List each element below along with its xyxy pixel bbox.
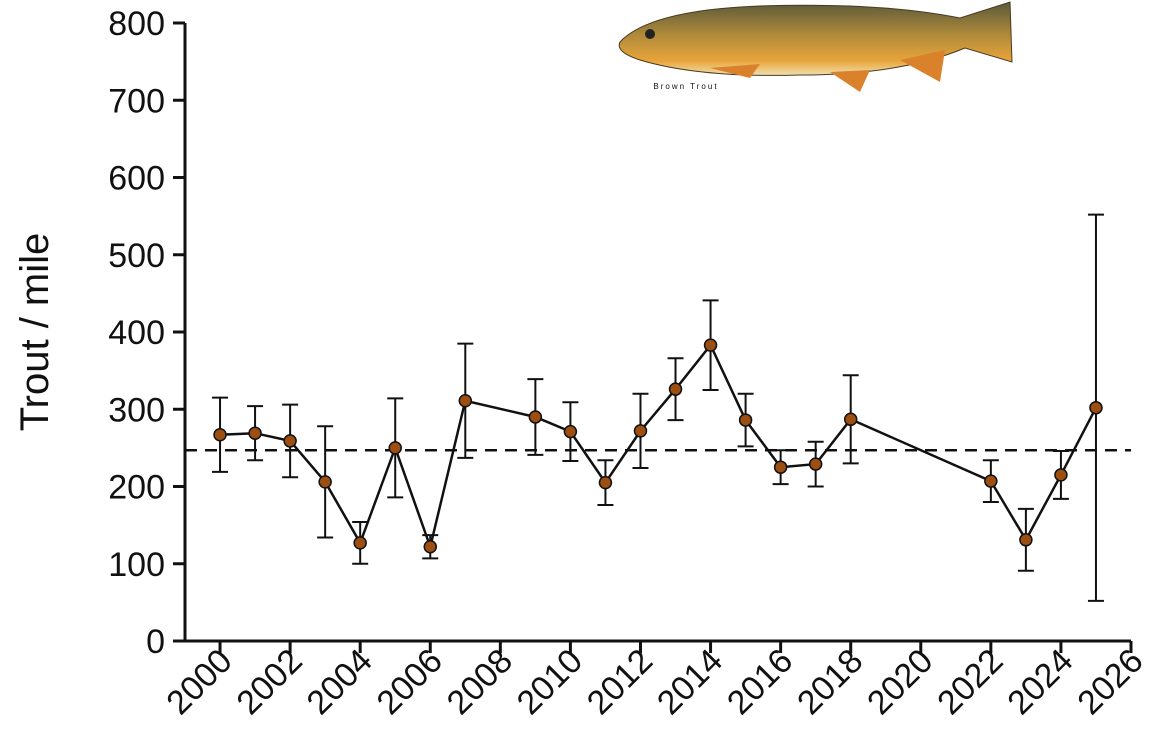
x-tick-label: 2022 xyxy=(930,642,1010,722)
x-tick-label: 2024 xyxy=(1000,642,1080,722)
y-tick-label: 400 xyxy=(108,314,165,352)
data-point xyxy=(703,338,718,352)
data-point xyxy=(808,457,823,471)
data-point xyxy=(1019,533,1033,547)
y-axis-title: Trout / mile xyxy=(13,233,57,432)
data-point xyxy=(318,475,332,489)
data-line xyxy=(219,342,1098,552)
data-point xyxy=(668,382,683,396)
image-caption: Brown Trout xyxy=(653,82,718,91)
data-point xyxy=(843,412,858,427)
data-point xyxy=(598,475,613,490)
fish-illustration: Brown Trout xyxy=(618,1,1013,92)
y-tick-label: 300 xyxy=(108,391,165,429)
y-tick-label: 600 xyxy=(108,160,165,198)
data-point xyxy=(353,536,367,550)
data-point xyxy=(984,474,998,488)
x-tick-label: 2002 xyxy=(229,642,309,722)
data-point xyxy=(458,394,473,408)
y-tick-label: 100 xyxy=(108,546,165,584)
data-point xyxy=(283,434,297,448)
data-point xyxy=(213,427,227,442)
y-tick-label: 800 xyxy=(108,5,165,43)
x-tick-label: 2010 xyxy=(510,642,590,722)
x-tick-label: 2008 xyxy=(440,642,520,722)
x-tick-label: 2016 xyxy=(720,642,800,722)
data-point xyxy=(773,460,788,474)
y-tick-label: 500 xyxy=(108,237,165,275)
data-point xyxy=(738,413,753,427)
data-point xyxy=(633,424,648,438)
data-point xyxy=(423,540,438,554)
x-tick-label: 2012 xyxy=(580,642,660,722)
data-point xyxy=(563,424,578,439)
x-tick-label: 2018 xyxy=(790,642,870,722)
y-tick-label: 0 xyxy=(146,623,165,661)
x-tick-label: 2020 xyxy=(860,642,940,722)
data-point xyxy=(388,441,402,455)
x-tick-label: 2000 xyxy=(159,642,239,722)
x-tick-label: 2006 xyxy=(370,642,450,722)
y-tick-label: 700 xyxy=(108,82,165,120)
data-point xyxy=(1054,468,1068,482)
data-point xyxy=(1089,400,1103,415)
x-tick-label: 2026 xyxy=(1070,642,1150,722)
x-tick-label: 2014 xyxy=(650,642,730,722)
data-point xyxy=(528,410,543,424)
y-tick-label: 200 xyxy=(108,469,165,507)
x-tick-label: 2004 xyxy=(299,642,379,722)
data-point xyxy=(248,426,262,440)
